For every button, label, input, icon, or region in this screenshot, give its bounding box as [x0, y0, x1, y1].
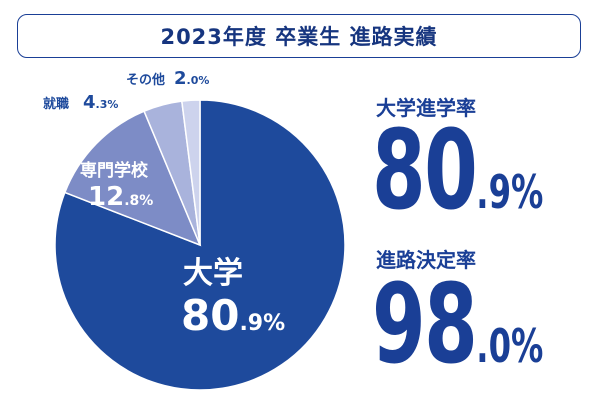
other-value-dec: .0% [187, 74, 210, 87]
employment-value-int: 4 [83, 92, 96, 113]
univ-value-int: 80 [181, 291, 239, 340]
decided-rate-value: 98.0% [372, 260, 543, 388]
univ-rate-label: 大学進学率 [376, 96, 476, 120]
univ-rate-dec: .9% [476, 165, 544, 219]
pie-slice-3 [180, 99, 201, 246]
decided-rate-int: 98 [372, 260, 478, 388]
univ-rate-value: 80.9% [372, 106, 543, 234]
univ-value-dec: .9% [239, 311, 285, 336]
slice-label-vocational-value: 12.8% [88, 182, 153, 212]
decided-rate-label: 進路決定率 [376, 248, 476, 272]
employment-value-dec: .3% [96, 98, 119, 111]
page-title: 2023年度 卒業生 進路実績 [17, 14, 581, 58]
decided-rate-dec: .0% [476, 319, 544, 373]
slice-label-vocational-name: 専門学校 [80, 160, 149, 181]
vocational-value-int: 12 [88, 182, 124, 212]
other-value-int: 2 [174, 68, 187, 89]
slice-label-employment-value: 4.3% [83, 92, 118, 113]
univ-rate-int: 80 [372, 106, 478, 234]
slice-label-univ-name: 大学 [183, 256, 243, 291]
slice-label-employment-name: 就職 [43, 96, 69, 112]
slice-label-univ-value: 80.9% [181, 291, 285, 340]
slice-label-other-value: 2.0% [174, 68, 209, 89]
slice-label-other-name: その他 [126, 72, 165, 88]
pie-slice-1 [63, 110, 202, 247]
vocational-value-dec: .8% [124, 193, 153, 209]
